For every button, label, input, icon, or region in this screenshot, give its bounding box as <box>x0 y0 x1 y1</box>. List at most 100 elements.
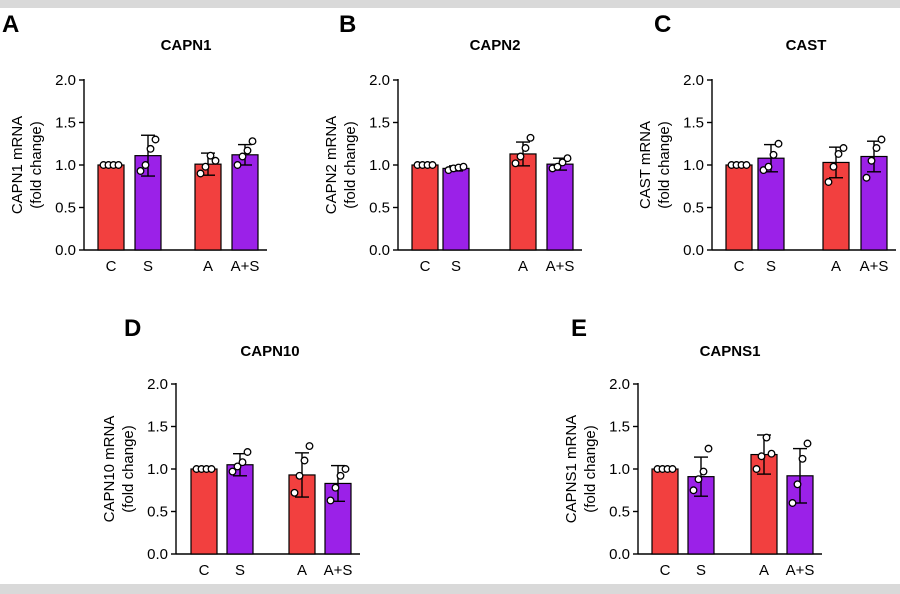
x-tick-label: S <box>235 562 245 579</box>
y-tick-label: 2.0 <box>55 72 76 89</box>
panel-letter: B <box>339 11 356 38</box>
data-point <box>752 465 761 473</box>
chart-title: CAPN1 <box>161 37 212 54</box>
data-point <box>243 146 252 155</box>
y-tick-label: 0.0 <box>55 242 76 259</box>
data-point <box>774 139 783 148</box>
panel-e: E CAPNS1 CAPNS1 mRNA (fold change) 0.0 0.5 1.0… <box>563 315 822 579</box>
x-tick-label: S <box>696 562 706 579</box>
y-tick-label: 0.5 <box>609 504 630 521</box>
y-axis-label-units: (fold change) <box>28 121 45 209</box>
panel-letter: D <box>124 315 141 342</box>
y-tick-label: 1.0 <box>609 461 630 478</box>
data-point <box>295 471 304 480</box>
bar-a-plus-s <box>231 154 259 251</box>
panel-letter: E <box>571 315 587 342</box>
chart-title: CAPN10 <box>240 343 299 360</box>
top-border-band <box>0 0 900 8</box>
data-point <box>558 158 567 167</box>
data-point <box>300 456 309 465</box>
data-point <box>233 161 242 169</box>
data-point <box>553 162 562 171</box>
panel-b: B CAPN2 CAPN2 mRNA (fold change) 0.0 0.5 1.0 1.… <box>323 11 582 275</box>
y-tick-label: 2.0 <box>609 376 630 393</box>
x-tick-label: S <box>766 258 776 275</box>
x-tick-label: C <box>660 562 671 579</box>
data-point <box>336 471 345 480</box>
x-tick-label: A <box>831 258 841 275</box>
data-point <box>207 465 216 473</box>
y-tick-label: 1.5 <box>369 115 390 132</box>
chart-title: CAST <box>786 37 827 54</box>
x-tick-label: A <box>518 258 528 275</box>
data-point <box>834 149 843 158</box>
y-tick-label: 1.0 <box>147 461 168 478</box>
bar-c <box>651 468 679 555</box>
data-point <box>762 433 771 442</box>
y-tick-label: 0.5 <box>147 504 168 521</box>
data-point <box>290 488 299 497</box>
bar-c <box>97 164 125 251</box>
bar-s <box>442 167 470 251</box>
data-point <box>238 458 247 467</box>
data-point <box>459 162 468 171</box>
data-point <box>829 162 838 171</box>
data-point <box>767 449 776 458</box>
data-point <box>331 483 340 492</box>
y-tick-label: 0.0 <box>147 546 168 563</box>
data-point <box>341 465 350 473</box>
data-point <box>757 452 766 461</box>
y-axis-label-units: (fold change) <box>582 425 599 513</box>
data-point <box>704 444 713 453</box>
data-point <box>867 156 876 165</box>
y-tick-label: 0.0 <box>683 242 704 259</box>
data-point <box>803 439 812 448</box>
y-tick-label: 0.5 <box>369 200 390 217</box>
data-point <box>136 166 145 175</box>
data-point <box>521 144 530 152</box>
y-axis-label: CAPNS1 mRNA <box>563 415 580 523</box>
y-tick-label: 0.5 <box>683 200 704 217</box>
panel-letter: C <box>654 11 671 38</box>
y-tick-label: 1.5 <box>55 115 76 132</box>
data-point <box>563 154 572 163</box>
data-point <box>798 454 807 463</box>
x-tick-label: A+S <box>231 258 260 275</box>
data-point <box>305 442 314 450</box>
bar-c <box>411 164 439 251</box>
bar-s <box>226 464 254 555</box>
y-tick-label: 2.0 <box>369 72 390 89</box>
y-axis-label-units: (fold change) <box>120 425 137 513</box>
y-axis-label-units: (fold change) <box>342 121 359 209</box>
x-tick-label: A+S <box>786 562 815 579</box>
data-point <box>862 173 871 182</box>
bar-a <box>509 153 537 251</box>
bar-c <box>190 468 218 555</box>
bar-c <box>725 164 753 251</box>
y-axis-label: CAST mRNA <box>637 121 654 209</box>
data-point <box>151 135 160 144</box>
y-tick-label: 2.0 <box>683 72 704 89</box>
x-tick-label: C <box>420 258 431 275</box>
data-point <box>699 467 708 476</box>
x-tick-label: A <box>759 562 769 579</box>
y-tick-label: 1.0 <box>369 157 390 174</box>
y-tick-label: 0.0 <box>369 242 390 259</box>
x-tick-label: A+S <box>860 258 889 275</box>
data-point <box>839 144 848 152</box>
x-tick-label: S <box>451 258 461 275</box>
y-tick-label: 1.0 <box>683 157 704 174</box>
data-point <box>243 448 252 456</box>
data-point <box>516 152 525 161</box>
data-point <box>146 144 155 153</box>
y-axis-label: CAPN10 mRNA <box>101 416 118 523</box>
data-point <box>668 465 677 473</box>
data-point <box>114 161 123 169</box>
x-tick-label: C <box>106 258 117 275</box>
y-tick-label: 2.0 <box>147 376 168 393</box>
panel-d: D CAPN10 CAPN10 mRNA (fold change) 0.0 0.5 1.0… <box>101 315 360 579</box>
y-tick-label: 1.5 <box>147 419 168 436</box>
x-tick-label: C <box>734 258 745 275</box>
data-point <box>526 133 535 142</box>
